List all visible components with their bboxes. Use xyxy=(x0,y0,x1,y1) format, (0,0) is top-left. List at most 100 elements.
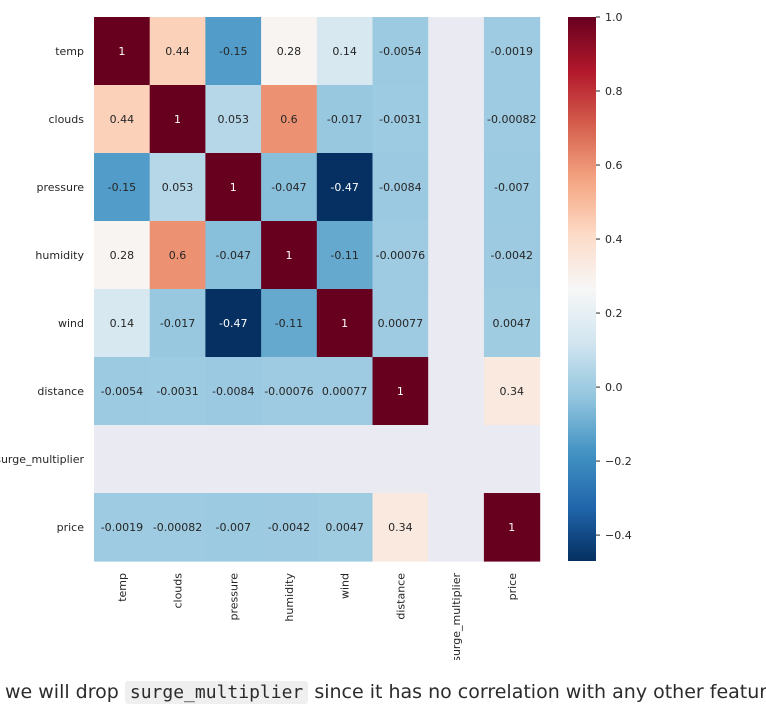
x-tick-label: temp xyxy=(116,573,129,602)
y-tick-label: wind xyxy=(58,317,84,330)
cell-annotation: 0.00077 xyxy=(322,385,368,398)
heatmap-cell xyxy=(372,357,429,426)
heatmap-cell xyxy=(428,85,485,154)
cell-annotation: -0.007 xyxy=(216,521,251,534)
heatmap-cell xyxy=(94,357,151,426)
cell-annotation: 0.34 xyxy=(388,521,413,534)
y-tick-label: temp xyxy=(55,45,84,58)
correlation-heatmap: 1 0.44 -0.15 0.28 0.14 -0.0054 -0.0019 0.44 1 0.0… xyxy=(0,11,632,660)
heatmap-cell xyxy=(316,425,374,494)
colorbar-tick-label: 0.8 xyxy=(605,85,623,98)
cell-annotation: -0.0042 xyxy=(268,521,310,534)
cell-annotation: -0.15 xyxy=(219,45,247,58)
heatmap-cell xyxy=(94,289,151,358)
heatmap-cell xyxy=(205,493,262,562)
cell-annotation: 0.44 xyxy=(165,45,190,58)
y-tick-label: clouds xyxy=(48,113,84,126)
cell-annotation: 0.28 xyxy=(277,45,302,58)
cell-annotation: -0.0019 xyxy=(101,521,143,534)
caption-code: surge_multiplier xyxy=(124,681,309,704)
heatmap-cell xyxy=(205,85,262,154)
cell-annotation: -0.047 xyxy=(271,181,306,194)
heatmap-cell xyxy=(372,221,429,290)
cell-annotation: -0.00082 xyxy=(487,113,536,126)
colorbar-tick-label: 0.6 xyxy=(605,159,623,172)
cell-annotation: 1 xyxy=(397,385,404,398)
heatmap-cell xyxy=(94,17,151,86)
cell-annotation: 0.0047 xyxy=(493,317,532,330)
cell-annotation: 1 xyxy=(508,521,515,534)
cell-annotation: -0.0042 xyxy=(491,249,533,262)
cell-annotation: -0.11 xyxy=(275,317,303,330)
heatmap-cell xyxy=(316,357,374,426)
heatmap-cell xyxy=(149,493,206,562)
heatmap-cells: 1 0.44 -0.15 0.28 0.14 -0.0054 -0.0019 0.44 1 0.0… xyxy=(94,17,541,562)
heatmap-cell xyxy=(316,221,374,290)
y-tick-label: humidity xyxy=(35,249,84,262)
heatmap-cell xyxy=(149,221,206,290)
heatmap-cell xyxy=(149,17,206,86)
cell-annotation: 0.053 xyxy=(218,113,250,126)
heatmap-cell xyxy=(428,425,485,494)
cell-annotation: -0.0031 xyxy=(156,385,198,398)
heatmap-cell xyxy=(483,493,541,562)
heatmap-cell xyxy=(149,357,206,426)
cell-annotation: -0.00076 xyxy=(264,385,313,398)
cell-annotation: -0.0084 xyxy=(379,181,421,194)
y-tick-label: price xyxy=(57,521,85,534)
cell-annotation: -0.00082 xyxy=(153,521,202,534)
cell-annotation: -0.0031 xyxy=(379,113,421,126)
heatmap-cell xyxy=(94,153,151,222)
heatmap-cell xyxy=(316,153,374,222)
heatmap-cell xyxy=(261,289,318,358)
y-tick-label: distance xyxy=(37,385,84,398)
y-tick-labels: temp clouds pressure humidity wind distance su… xyxy=(0,45,84,534)
heatmap-cell xyxy=(483,85,541,154)
cell-annotation: 1 xyxy=(285,249,292,262)
x-tick-labels: temp clouds pressure humidity wind distance su… xyxy=(116,573,519,660)
heatmap-cell xyxy=(149,425,206,494)
cell-annotation: -0.0054 xyxy=(379,45,421,58)
x-tick-label: pressure xyxy=(227,573,240,621)
heatmap-cell xyxy=(149,153,206,222)
heatmap-cell xyxy=(483,17,541,86)
colorbar-tick-label: 0.0 xyxy=(605,381,623,394)
cell-annotation: 0.053 xyxy=(162,181,194,194)
heatmap-cell xyxy=(261,85,318,154)
heatmap-cell xyxy=(261,153,318,222)
cell-annotation: -0.047 xyxy=(216,249,251,262)
cell-annotation: -0.0054 xyxy=(101,385,143,398)
colorbar-tick-label: 1.0 xyxy=(605,11,623,24)
y-tick-label: pressure xyxy=(36,181,84,194)
heatmap-cell xyxy=(428,153,485,222)
x-tick-label: humidity xyxy=(283,573,296,622)
cell-annotation: 1 xyxy=(174,113,181,126)
colorbar-tick-label: 0.2 xyxy=(605,307,623,320)
cell-annotation: 0.6 xyxy=(169,249,187,262)
heatmap-cell xyxy=(428,493,485,562)
heatmap-cell xyxy=(149,85,206,154)
colorbar-tick-label: −0.4 xyxy=(605,529,632,542)
heatmap-cell xyxy=(483,357,541,426)
heatmap-cell xyxy=(94,493,151,562)
cell-annotation: 0.0047 xyxy=(325,521,364,534)
caption-after: since it has no correlation with any oth… xyxy=(314,681,766,703)
heatmap-cell xyxy=(205,289,262,358)
heatmap-cell xyxy=(261,493,318,562)
x-tick-label: wind xyxy=(339,573,352,599)
cell-annotation: 1 xyxy=(341,317,348,330)
cell-annotation: 1 xyxy=(118,45,125,58)
heatmap-cell xyxy=(316,289,374,358)
cell-annotation: -0.017 xyxy=(160,317,195,330)
heatmap-cell xyxy=(483,425,541,494)
cell-annotation: -0.0019 xyxy=(491,45,533,58)
heatmap-cell xyxy=(372,153,429,222)
heatmap-cell xyxy=(316,85,374,154)
caption-before: we will drop xyxy=(5,681,119,703)
cell-annotation: 0.14 xyxy=(332,45,357,58)
cell-annotation: 0.14 xyxy=(110,317,135,330)
cell-annotation: 0.44 xyxy=(110,113,135,126)
heatmap-cell xyxy=(261,17,318,86)
x-tick-label: price xyxy=(506,573,519,601)
heatmap-cell xyxy=(372,493,429,562)
